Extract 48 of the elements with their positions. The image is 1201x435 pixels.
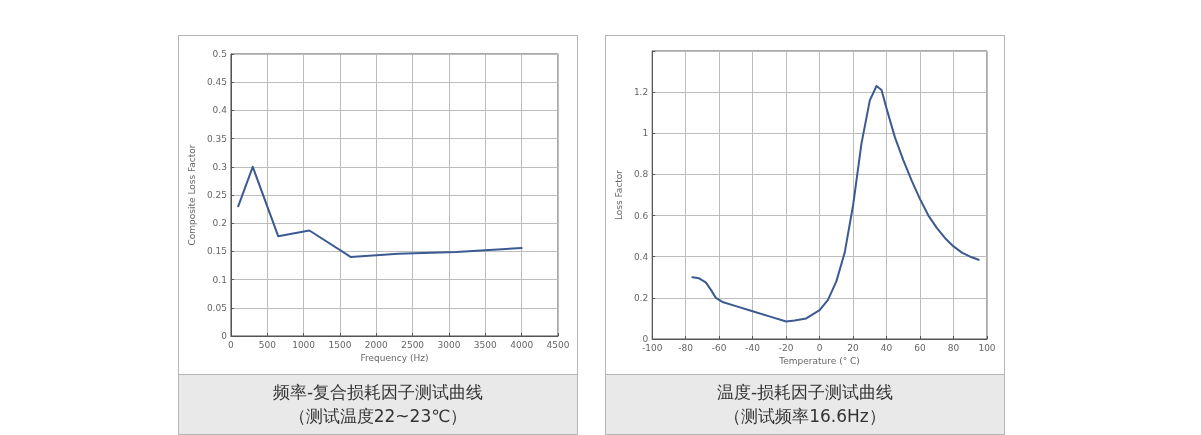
x-tick-label: 0 (228, 339, 235, 350)
y-tick-label: 0.4 (212, 105, 228, 116)
y-tick-label: 0.2 (212, 218, 227, 229)
y-tick-label: 0.35 (206, 133, 227, 144)
x-tick-label: 80 (947, 342, 960, 353)
y-tick-label: 0.45 (206, 77, 227, 88)
x-tick-label: 3500 (473, 339, 498, 350)
x-tick-label: 4000 (510, 339, 534, 350)
x-tick-label: 4500 (546, 339, 570, 350)
x-tick-label: -60 (711, 342, 727, 353)
x-axis-title: Frequency (Hz) (360, 353, 429, 364)
text: 频率-复合损耗因子测试曲线 (271, 381, 485, 404)
x-tick-label: 1000 (292, 339, 316, 350)
y-tick-label: 0.05 (206, 302, 227, 313)
x-tick-label: 40 (880, 342, 893, 353)
line-series (691, 84, 980, 323)
y-axis-title: Composite Loss Factor (186, 144, 197, 246)
y-tick-label: 0.25 (206, 190, 227, 200)
x-tick-label: -80 (678, 342, 694, 353)
text: 温度-损耗因子测试曲线 (715, 381, 895, 404)
x-tick-label: 500 (258, 339, 277, 350)
y-tick-label: 1.2 (633, 87, 649, 98)
x-tick-label: 0 (816, 342, 823, 353)
y-tick-label: 0.1 (212, 274, 227, 285)
x-tick-label: -100 (641, 342, 663, 353)
x-tick-label: 60 (914, 342, 927, 353)
y-tick-label: 0.2 (633, 292, 649, 303)
y-axis-title: Loss Factor (613, 169, 624, 221)
text: （测试温度22~23℃） (287, 405, 469, 428)
line-series (237, 165, 523, 259)
text: （测试频率16.6Hz） (723, 405, 887, 428)
x-tick-label: 1500 (328, 339, 352, 350)
y-tick-label: 0.5 (212, 49, 227, 59)
x-tick-label: -20 (778, 342, 794, 353)
y-tick-label: 0 (221, 331, 228, 341)
y-tick-label: 1 (642, 128, 649, 139)
x-tick-label: 20 (847, 342, 860, 353)
y-tick-label: 0.6 (633, 210, 649, 221)
x-tick-label: 100 (978, 342, 996, 353)
x-tick-label: 2500 (401, 339, 425, 350)
y-tick-label: 0.8 (633, 169, 649, 180)
y-tick-label: 0.3 (212, 161, 227, 172)
x-tick-label: -40 (745, 342, 761, 353)
x-tick-label: 3000 (437, 339, 461, 350)
x-tick-label: 2000 (364, 339, 389, 350)
y-tick-label: 0.4 (633, 251, 649, 262)
x-axis-title: Temperature (° C) (778, 356, 860, 367)
y-tick-label: 0.15 (206, 246, 227, 257)
